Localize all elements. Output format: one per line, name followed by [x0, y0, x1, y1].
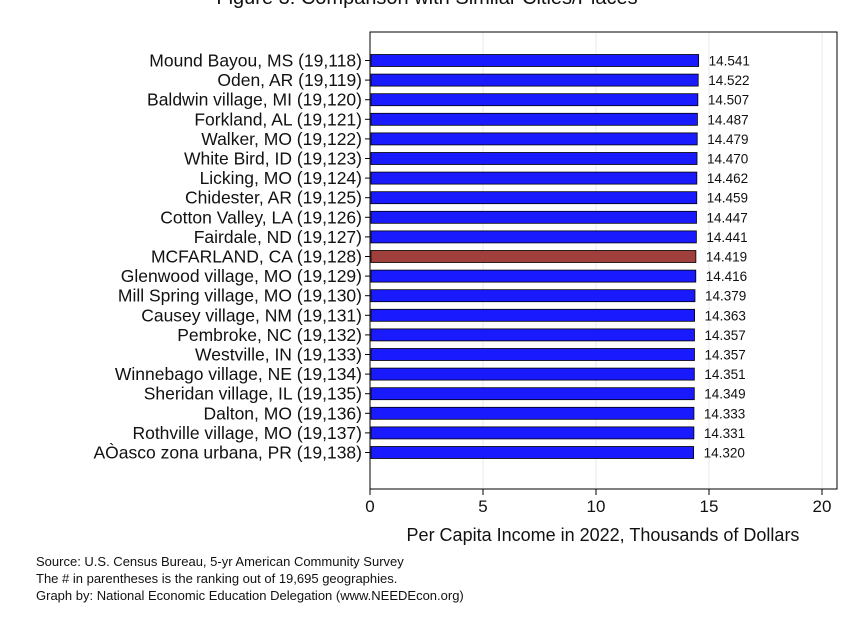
value-label: 14.333	[704, 406, 745, 421]
y-axis-labels: Mound Bayou, MS (19,118)Oden, AR (19,119…	[94, 51, 370, 463]
bar	[370, 446, 695, 459]
ranking-note: The # in parentheses is the ranking out …	[36, 571, 398, 586]
bar	[370, 191, 698, 205]
category-label: Fairdale, ND (19,127)	[194, 227, 362, 247]
value-label: 14.363	[705, 308, 746, 323]
bar-series	[370, 54, 700, 459]
category-label: Causey village, NM (19,131)	[141, 305, 362, 325]
category-label: MCFARLAND, CA (19,128)	[151, 247, 362, 267]
bar	[370, 54, 700, 67]
bar	[370, 328, 695, 342]
bar	[370, 387, 695, 401]
value-label: 14.379	[705, 289, 746, 304]
bar	[370, 210, 697, 224]
value-label: 14.416	[706, 269, 747, 284]
x-tick-label: 15	[700, 497, 719, 516]
bar	[370, 367, 695, 381]
category-label: Mound Bayou, MS (19,118)	[149, 51, 362, 71]
bar-chart: Mound Bayou, MS (19,118)Oden, AR (19,119…	[94, 31, 838, 545]
value-label: 14.357	[704, 348, 745, 363]
category-label: Walker, MO (19,122)	[201, 129, 362, 149]
bar	[370, 152, 698, 165]
category-label: Glenwood village, MO (19,129)	[121, 266, 362, 286]
bar	[370, 112, 698, 126]
value-label: 14.357	[704, 328, 745, 343]
category-label: Chidester, AR (19,125)	[185, 188, 362, 208]
bar	[370, 406, 695, 420]
value-label: 14.349	[704, 387, 745, 402]
bar	[370, 230, 697, 244]
x-tick-label: 5	[478, 497, 487, 516]
value-label: 14.351	[704, 367, 745, 382]
category-label: Westville, IN (19,133)	[195, 345, 362, 365]
value-label: 14.447	[707, 210, 748, 225]
category-label: Oden, AR (19,119)	[217, 70, 362, 90]
bar	[370, 269, 697, 283]
bar	[370, 132, 698, 146]
bar	[370, 348, 695, 361]
value-label: 14.462	[707, 171, 748, 186]
value-label: 14.320	[704, 446, 745, 461]
source-notes: Source: U.S. Census Bureau, 5-yr America…	[36, 553, 464, 604]
credit-note: Graph by: National Economic Education De…	[36, 588, 464, 603]
category-label: Forkland, AL (19,121)	[194, 109, 362, 129]
value-label: 14.441	[706, 230, 747, 245]
category-label: Mill Spring village, MO (19,130)	[118, 286, 362, 306]
value-labels: 14.541 14.522 14.507 14.487 14.479 14.470 14.4…	[704, 54, 750, 461]
bar	[370, 426, 695, 440]
value-label: 14.522	[708, 73, 749, 88]
x-tick-label: 0	[365, 497, 374, 516]
bar-highlight	[370, 250, 697, 263]
value-label: 14.487	[707, 112, 748, 127]
x-axis: 0 5 10 15 20	[365, 489, 831, 516]
category-label: Baldwin village, MI (19,120)	[147, 90, 362, 110]
value-label: 14.541	[709, 54, 750, 69]
category-label: Rothville village, MO (19,137)	[132, 423, 362, 443]
bar	[370, 93, 699, 107]
bar	[370, 289, 696, 303]
value-label: 14.331	[704, 426, 745, 441]
bar	[370, 308, 696, 322]
category-label: Sheridan village, IL (19,135)	[144, 384, 362, 404]
x-tick-label: 20	[813, 497, 832, 516]
value-label: 14.470	[707, 152, 748, 167]
chart-title: Figure 3: Comparison with Similar Cities…	[0, 0, 854, 10]
category-label: White Bird, ID (19,123)	[184, 149, 362, 169]
value-label: 14.419	[706, 250, 747, 265]
x-axis-label: Per Capita Income in 2022, Thousands of …	[407, 525, 800, 545]
category-label: Dalton, MO (19,136)	[203, 403, 362, 423]
category-label: Cotton Valley, LA (19,126)	[160, 207, 362, 227]
value-label: 14.507	[708, 93, 749, 108]
category-label: Licking, MO (19,124)	[200, 168, 362, 188]
category-label: Winnebago village, NE (19,134)	[115, 364, 362, 384]
category-label: AÒasco zona urbana, PR (19,138)	[94, 442, 363, 463]
value-label: 14.459	[707, 191, 748, 206]
source-note: Source: U.S. Census Bureau, 5-yr America…	[36, 554, 404, 569]
x-tick-label: 10	[587, 497, 606, 516]
bar	[370, 171, 698, 185]
value-label: 14.479	[707, 132, 748, 147]
category-label: Pembroke, NC (19,132)	[177, 325, 362, 345]
bar	[370, 73, 699, 87]
